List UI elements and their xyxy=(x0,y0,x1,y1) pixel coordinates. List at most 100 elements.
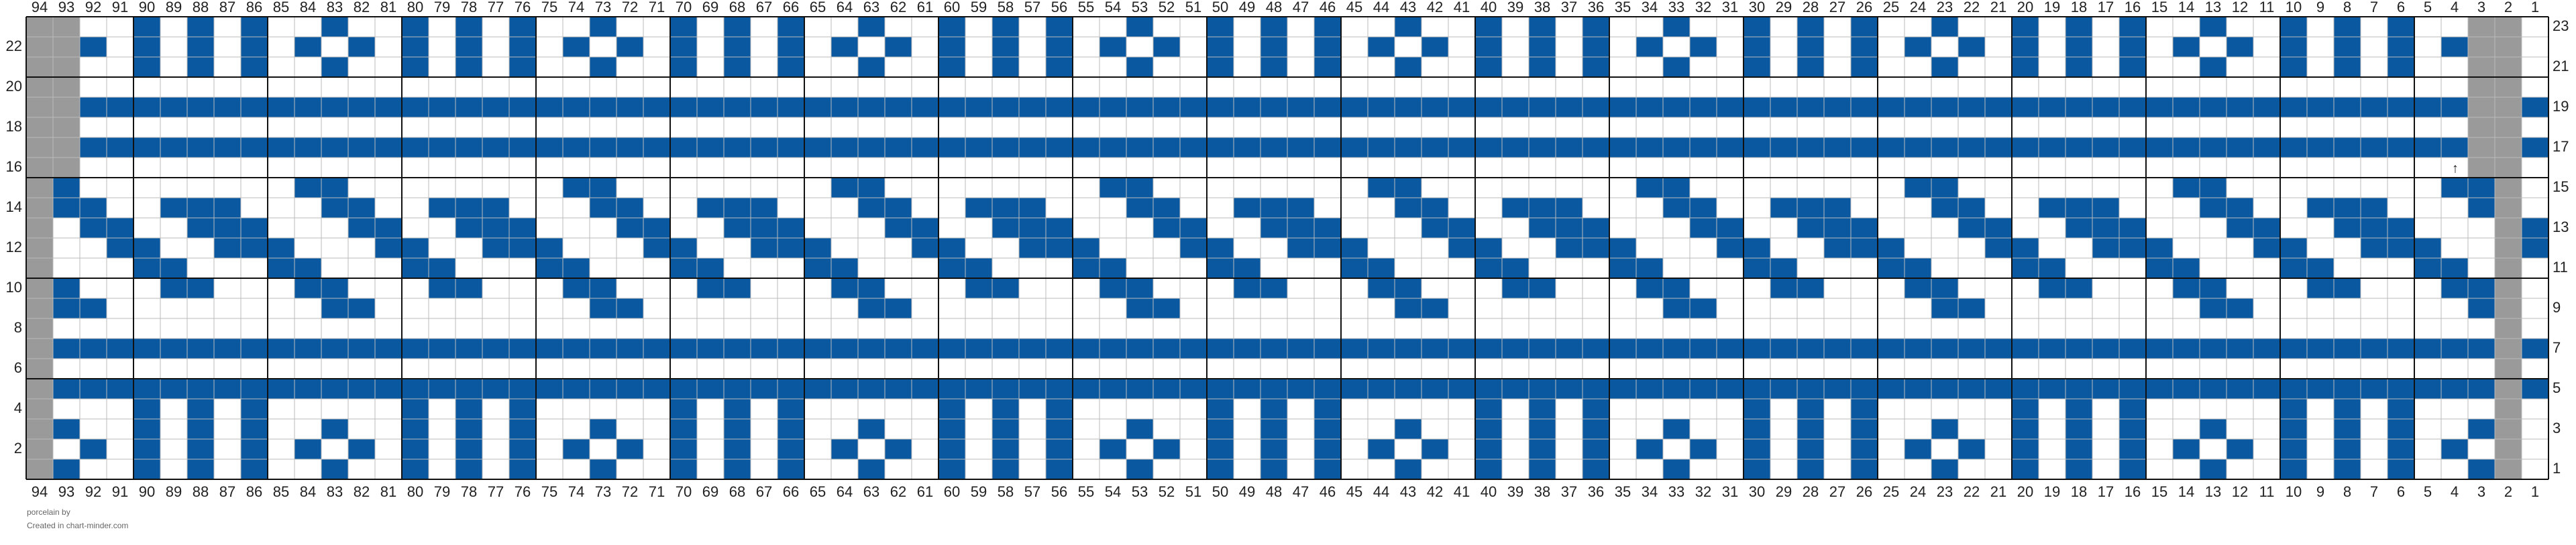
cell xyxy=(1233,257,1261,279)
cell xyxy=(508,378,537,400)
cell xyxy=(669,237,698,259)
cell xyxy=(562,16,590,38)
cell xyxy=(1367,378,1395,400)
cell xyxy=(1126,459,1154,480)
cell xyxy=(723,459,751,480)
cell xyxy=(1474,358,1503,379)
cell xyxy=(1501,137,1529,158)
cell xyxy=(562,438,590,460)
cell xyxy=(1448,177,1476,198)
cell xyxy=(1421,278,1449,299)
cell xyxy=(1984,418,2012,440)
cell xyxy=(25,398,54,420)
cell xyxy=(1716,298,1744,319)
cell xyxy=(1501,358,1529,379)
cell xyxy=(991,318,1020,339)
cell xyxy=(2145,338,2174,359)
cell xyxy=(2467,398,2496,420)
cell xyxy=(1126,278,1154,299)
cell xyxy=(2038,76,2066,98)
column-number: 55 xyxy=(1078,483,1094,500)
cell xyxy=(294,177,322,198)
cell xyxy=(267,358,295,379)
cell xyxy=(696,438,724,460)
cell xyxy=(1340,177,1368,198)
cell xyxy=(133,358,161,379)
cell xyxy=(2038,318,2066,339)
cell xyxy=(2279,318,2308,339)
cell xyxy=(2467,298,2496,319)
cell xyxy=(2467,338,2496,359)
cell xyxy=(884,177,912,198)
cell xyxy=(616,237,644,259)
cell xyxy=(2199,197,2227,219)
cell xyxy=(2467,97,2496,118)
cell xyxy=(267,217,295,239)
cell xyxy=(669,418,698,440)
cell xyxy=(535,298,564,319)
cell xyxy=(508,197,537,219)
column-number: 68 xyxy=(729,0,745,15)
cell xyxy=(455,257,483,279)
cell xyxy=(160,157,188,178)
cell xyxy=(428,278,456,299)
cell xyxy=(750,197,778,219)
cell xyxy=(321,117,349,138)
cell xyxy=(669,197,698,219)
cell xyxy=(213,117,241,138)
cell xyxy=(160,177,188,198)
cell xyxy=(79,358,107,379)
cell xyxy=(2011,257,2039,279)
column-number: 64 xyxy=(837,0,853,15)
cell xyxy=(1233,157,1261,178)
cell xyxy=(1904,438,1932,460)
cell xyxy=(1313,298,1342,319)
cell xyxy=(267,257,295,279)
cell xyxy=(213,16,241,38)
cell xyxy=(482,97,510,118)
cell xyxy=(938,358,966,379)
cell xyxy=(455,418,483,440)
column-number: 34 xyxy=(1642,0,1658,15)
cell xyxy=(1126,298,1154,319)
cell xyxy=(2065,398,2093,420)
cell xyxy=(1018,318,1046,339)
cell xyxy=(1233,237,1261,259)
cell xyxy=(508,459,537,480)
cell xyxy=(1099,36,1127,58)
cell xyxy=(804,278,832,299)
cell xyxy=(777,278,805,299)
cell xyxy=(52,217,80,239)
cell xyxy=(1904,418,1932,440)
cell xyxy=(1206,97,1234,118)
column-number: 47 xyxy=(1293,483,1309,500)
cell xyxy=(1072,298,1100,319)
cell xyxy=(1179,217,1208,239)
cell xyxy=(965,177,993,198)
cell xyxy=(2092,157,2120,178)
cell xyxy=(160,438,188,460)
cell xyxy=(79,76,107,98)
cell xyxy=(777,418,805,440)
cell xyxy=(1877,237,1905,259)
cell xyxy=(1770,438,1798,460)
cell xyxy=(1448,418,1476,440)
cell xyxy=(2440,137,2469,158)
cell xyxy=(750,318,778,339)
cell xyxy=(2414,97,2442,118)
column-number: 17 xyxy=(2098,483,2114,500)
cell xyxy=(2467,278,2496,299)
cell xyxy=(2092,237,2120,259)
cell xyxy=(267,97,295,118)
cell xyxy=(777,459,805,480)
cell xyxy=(133,237,161,259)
cell xyxy=(1474,318,1503,339)
cell xyxy=(1984,36,2012,58)
cell xyxy=(455,197,483,219)
cell xyxy=(1367,217,1395,239)
cell xyxy=(1340,318,1368,339)
cell xyxy=(696,56,724,78)
cell xyxy=(1287,157,1315,178)
cell xyxy=(1582,257,1610,279)
cell xyxy=(1850,16,1878,38)
